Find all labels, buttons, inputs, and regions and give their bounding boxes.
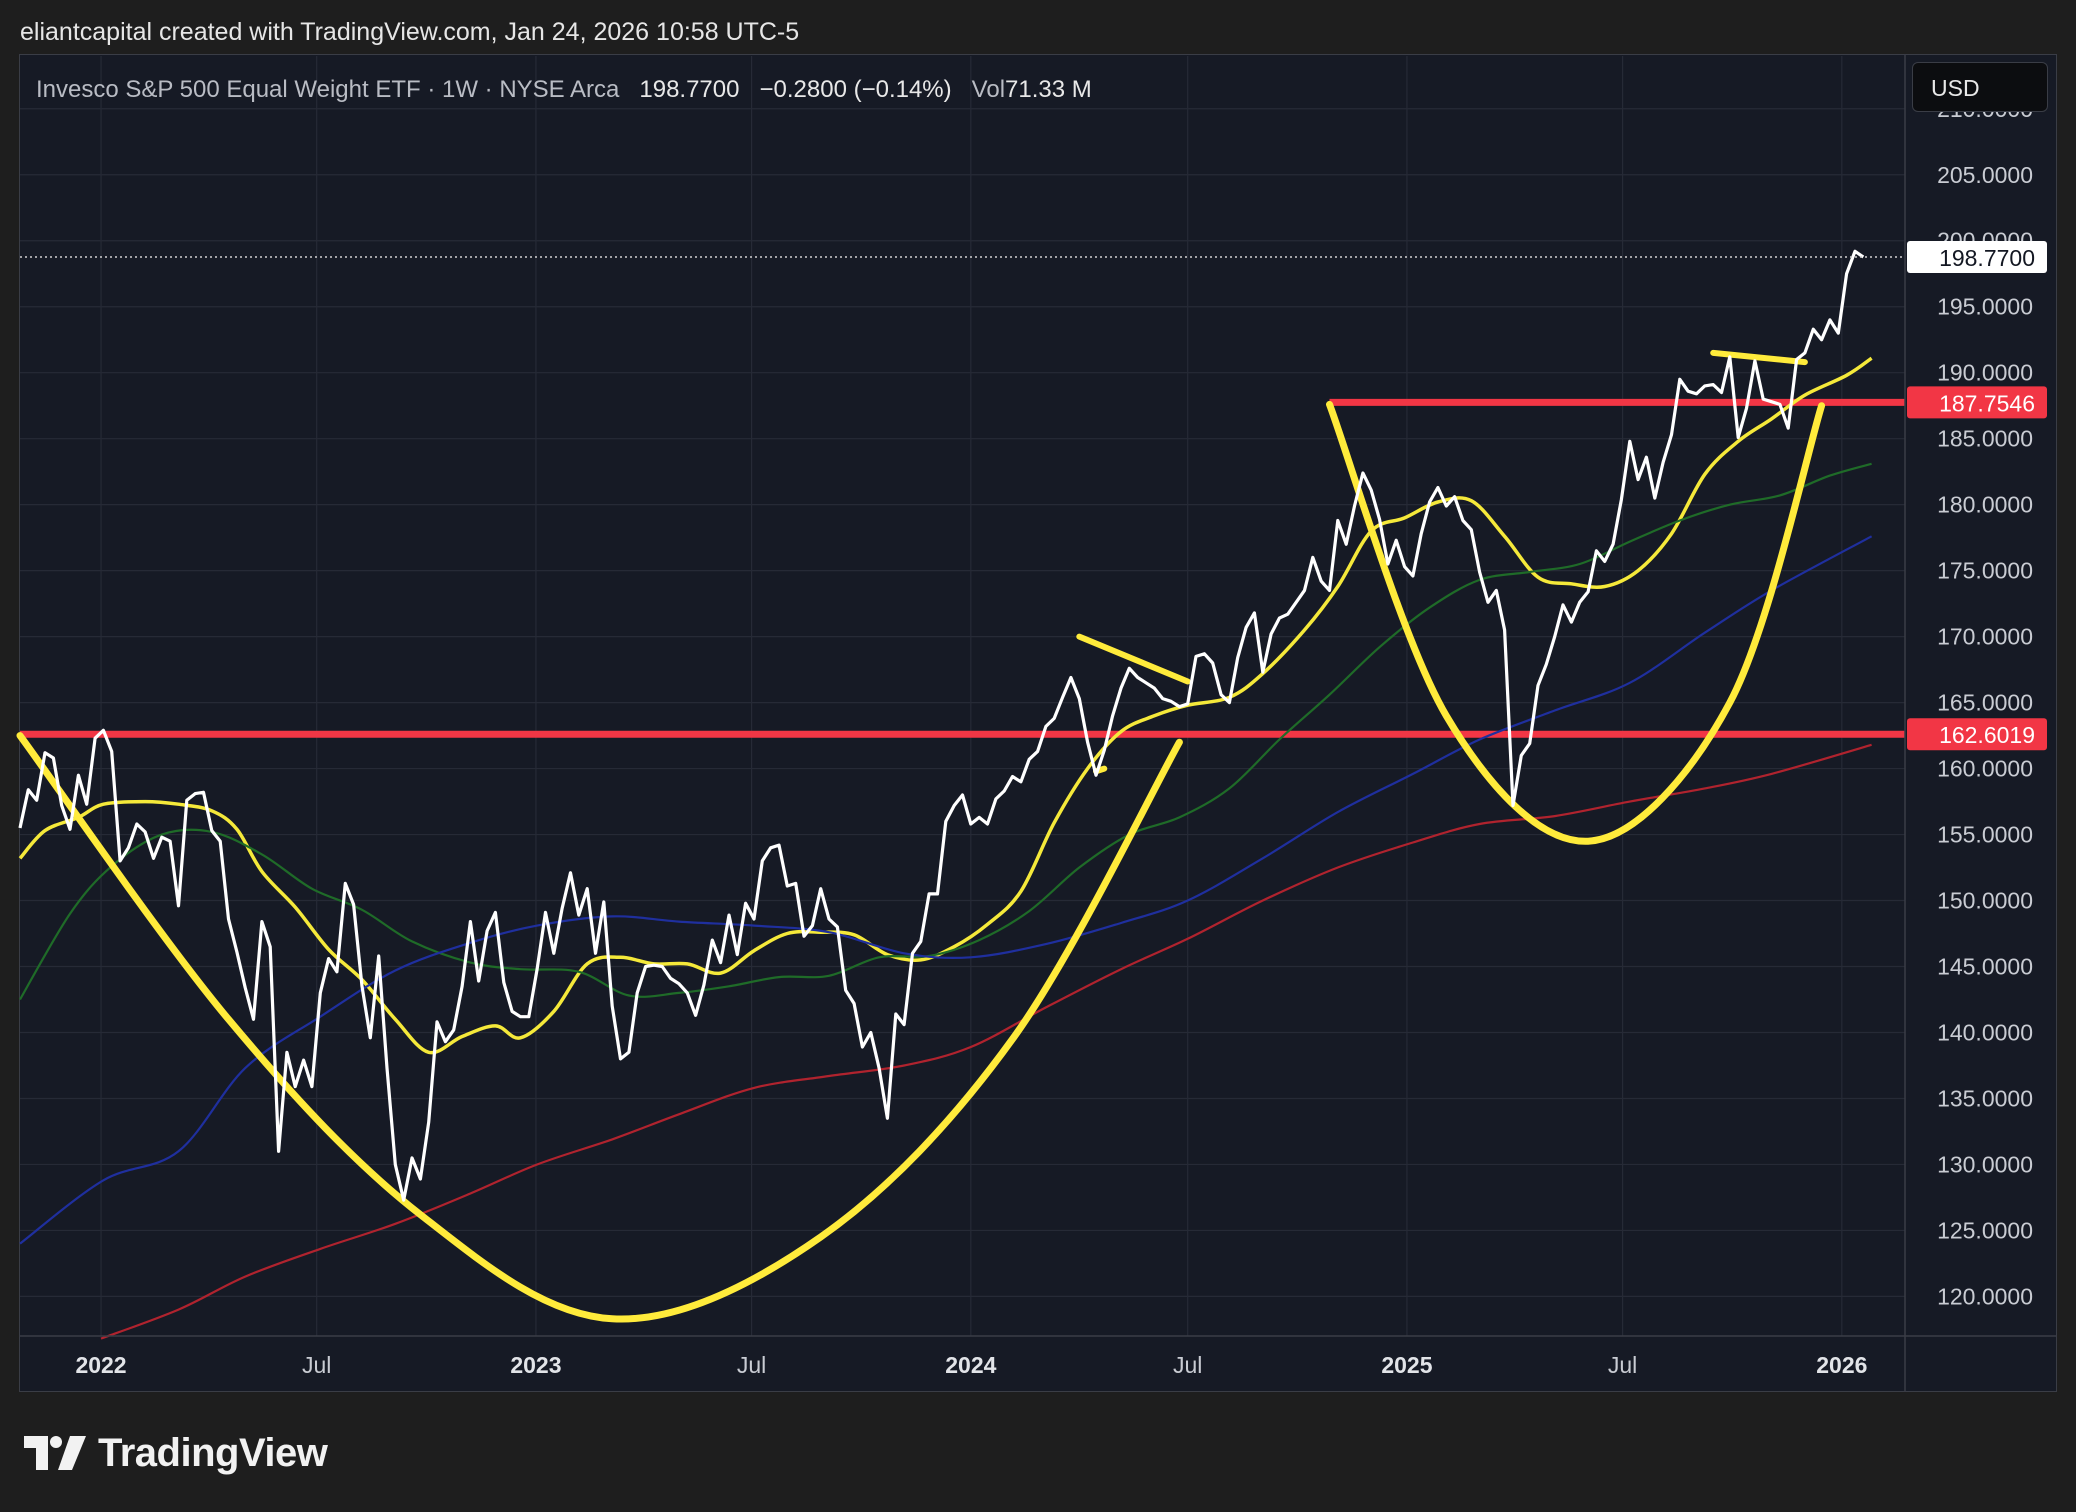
x-tick-label: Jul [1608,1352,1637,1378]
symbol-legend: Invesco S&P 500 Equal Weight ETF · 1W · … [36,76,1092,104]
level-price-label: 162.6019 [1939,722,2035,748]
tradingview-logo-icon [24,1436,86,1470]
cup-arc-annotation [16,732,1183,1323]
x-tick-label: 2026 [1816,1352,1867,1378]
level-price-tag [1907,386,2047,419]
y-tick-label: 185.0000 [1937,426,2033,452]
y-tick-label: 205.0000 [1937,162,2033,188]
y-tick-label: 150.0000 [1937,888,2033,914]
price-change: −0.2800 (−0.14%) [759,76,952,103]
brand-name: TradingView [98,1430,328,1475]
axes: 210.0000205.0000200.0000195.0000190.0000… [20,54,2057,1392]
y-tick-label: 145.0000 [1937,954,2033,980]
y-tick-label: 175.0000 [1937,558,2033,584]
y-tick-label: 190.0000 [1937,360,2033,386]
trendline-annotation [1076,633,1191,685]
volume-label: Vol [971,76,1006,103]
tradingview-logo: TradingView [24,1428,328,1478]
y-tick-label: 170.0000 [1937,624,2033,650]
moving-average-yellow-line [18,356,1873,1055]
level-price-tag [1907,718,2047,751]
moving-average-red-line [100,743,1872,1340]
x-tick-label: 2024 [945,1352,996,1378]
y-tick-label: 155.0000 [1937,822,2033,848]
level-price-label: 187.7546 [1939,390,2035,416]
last-price: 198.7700 [639,76,740,103]
y-tick-label: 165.0000 [1937,690,2033,716]
y-tick-label: 160.0000 [1937,756,2033,782]
price-line [18,249,1865,1202]
x-tick-label: Jul [302,1352,331,1378]
symbol-name: Invesco S&P 500 Equal Weight ETF · 1W · … [36,76,620,103]
grid-lines [20,56,1905,1336]
horizontal-levels [20,398,1905,738]
y-tick-label: 140.0000 [1937,1019,2033,1045]
x-tick-label: 2023 [510,1352,561,1378]
volume-value: 71.33 M [1005,76,1092,103]
currency-button[interactable]: USD [1912,62,2048,112]
chart-credit-header: eliantcapital created with TradingView.c… [20,18,800,46]
moving-averages [18,356,1873,1340]
trendline-annotation [1710,349,1808,366]
y-tick-label: 120.0000 [1937,1283,2033,1309]
price-series [18,249,1905,1202]
annotation-layer-upper [16,349,1826,1323]
y-tick-label: 125.0000 [1937,1217,2033,1243]
y-tick-label: 195.0000 [1937,294,2033,320]
y-tick-label: 180.0000 [1937,492,2033,518]
x-tick-label: 2022 [75,1352,126,1378]
x-tick-label: 2025 [1381,1352,1432,1378]
last-price-tag [1907,240,2047,273]
price-labels: 187.7546 162.6019 198.7700 [1907,240,2047,751]
x-tick-label: Jul [737,1352,766,1378]
cup-arc-annotation [1326,400,1826,845]
moving-average-blue-line [19,535,1873,1245]
moving-average-green-line [19,462,1872,1001]
y-tick-label: 135.0000 [1937,1085,2033,1111]
y-tick-label: 130.0000 [1937,1151,2033,1177]
x-tick-label: Jul [1173,1352,1202,1378]
last-price-tag-label: 198.7700 [1939,245,2035,271]
